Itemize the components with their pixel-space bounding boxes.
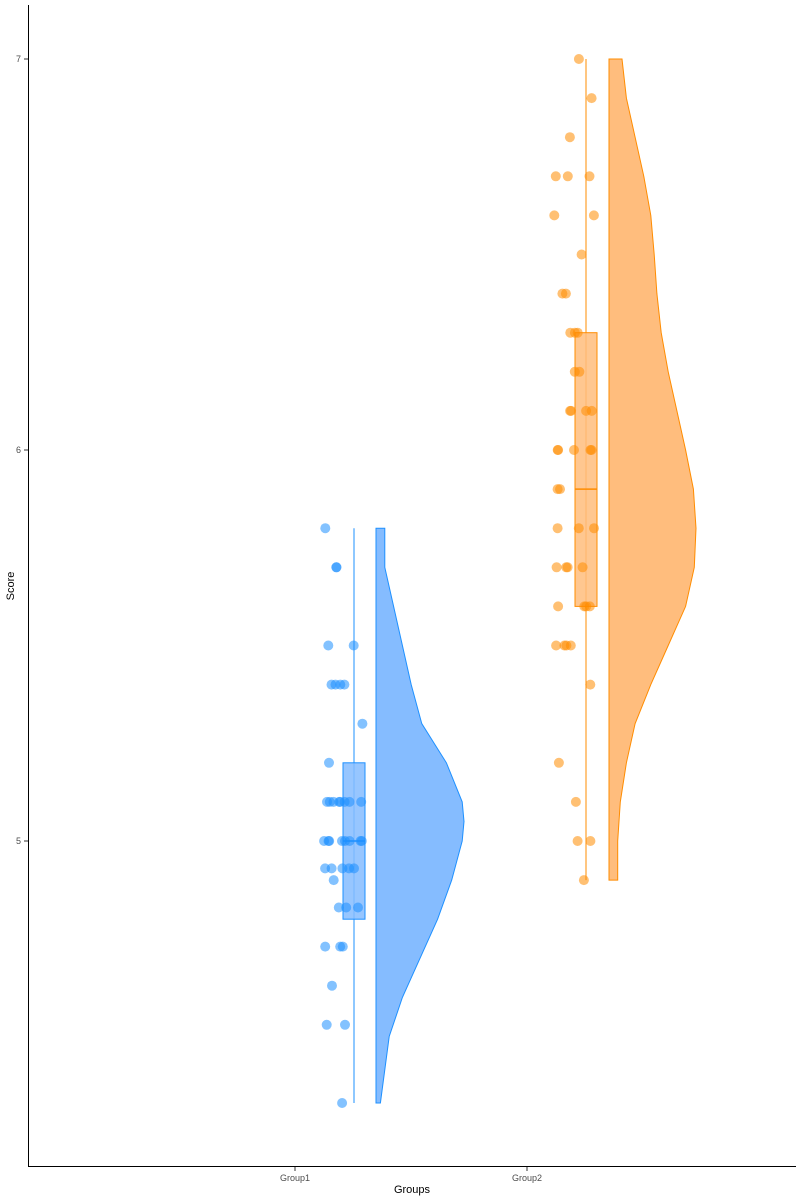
data-point bbox=[353, 902, 363, 913]
data-point bbox=[337, 1098, 348, 1108]
data-point bbox=[573, 523, 584, 534]
data-point bbox=[320, 941, 331, 952]
data-point bbox=[552, 445, 563, 455]
data-point bbox=[561, 562, 572, 573]
data-point bbox=[573, 54, 584, 64]
data-point bbox=[321, 1019, 332, 1030]
data-point bbox=[588, 210, 599, 221]
plot-marks bbox=[319, 54, 697, 1108]
data-point bbox=[551, 562, 562, 573]
data-point bbox=[339, 679, 350, 690]
data-point bbox=[337, 836, 347, 846]
data-point bbox=[579, 601, 590, 612]
data-point bbox=[327, 980, 337, 991]
data-point bbox=[357, 718, 368, 729]
data-point bbox=[337, 863, 348, 874]
data-point bbox=[344, 796, 355, 807]
data-point bbox=[326, 863, 337, 874]
data-point bbox=[576, 249, 587, 260]
violin-group1 bbox=[375, 527, 465, 1104]
data-point bbox=[551, 640, 562, 651]
data-point bbox=[337, 941, 348, 952]
data-point bbox=[328, 875, 339, 886]
data-point bbox=[584, 171, 595, 182]
data-point bbox=[324, 757, 334, 768]
series-group1 bbox=[319, 523, 465, 1108]
data-point bbox=[348, 640, 359, 651]
data-point bbox=[562, 171, 573, 182]
data-point bbox=[549, 210, 560, 221]
data-point bbox=[586, 93, 597, 104]
data-point bbox=[557, 288, 568, 299]
y-axis-ticks: 5 6 7 bbox=[16, 54, 28, 846]
data-point bbox=[570, 796, 581, 807]
data-point bbox=[561, 640, 572, 651]
violin-group2 bbox=[608, 58, 697, 881]
data-point bbox=[356, 796, 367, 807]
data-point bbox=[569, 445, 579, 455]
data-point bbox=[565, 327, 576, 338]
data-point bbox=[574, 366, 585, 377]
y-tick-label: 6 bbox=[16, 445, 21, 455]
data-point bbox=[331, 562, 342, 573]
data-point bbox=[553, 757, 564, 768]
data-point bbox=[320, 523, 331, 534]
data-point bbox=[340, 1019, 350, 1030]
y-tick-label: 5 bbox=[16, 836, 21, 846]
data-point bbox=[552, 523, 563, 534]
data-point bbox=[552, 484, 563, 495]
y-axis-title: Score bbox=[5, 572, 17, 601]
x-axis-title: Groups bbox=[394, 1184, 431, 1196]
data-point bbox=[564, 132, 575, 143]
data-point bbox=[572, 836, 583, 846]
data-point bbox=[578, 875, 589, 886]
data-point bbox=[341, 902, 352, 913]
data-point bbox=[323, 640, 334, 651]
data-point bbox=[319, 836, 330, 846]
data-point bbox=[333, 902, 344, 913]
data-point bbox=[585, 445, 596, 455]
data-point bbox=[330, 679, 341, 690]
data-point bbox=[586, 405, 597, 416]
data-point bbox=[589, 523, 599, 534]
series-group2 bbox=[549, 54, 697, 886]
data-point bbox=[550, 171, 561, 182]
data-point bbox=[585, 836, 596, 846]
data-point bbox=[328, 796, 339, 807]
x-tick-label: Group2 bbox=[512, 1173, 542, 1183]
data-point bbox=[566, 405, 577, 416]
x-tick-label: Group1 bbox=[280, 1173, 310, 1183]
data-point bbox=[356, 836, 367, 846]
data-point bbox=[577, 562, 588, 573]
y-tick-label: 7 bbox=[16, 54, 21, 64]
data-point bbox=[553, 601, 564, 612]
data-point bbox=[585, 679, 596, 690]
x-axis-ticks: Group1 Group2 bbox=[280, 1167, 542, 1183]
